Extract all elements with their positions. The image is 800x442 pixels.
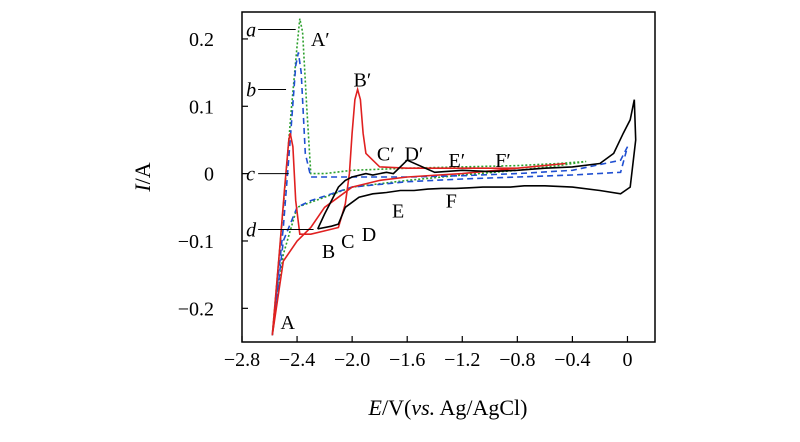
y-tick-label: −0.2 — [178, 298, 214, 320]
x-tick-label: −2.4 — [279, 349, 315, 371]
y-tick-label: −0.1 — [178, 231, 214, 253]
series-line-d — [316, 99, 637, 230]
series-line-c — [271, 86, 566, 336]
peak-label: E — [392, 201, 404, 223]
y-axis-label: I/A — [130, 162, 155, 192]
x-tick-label: −0.4 — [554, 349, 590, 371]
x-axis-label: E/V(vs. Ag/AgCl) — [368, 395, 528, 420]
peak-label: D — [362, 224, 376, 246]
peak-label: F — [446, 191, 457, 213]
curve-label-d: d — [246, 220, 257, 242]
series-line-a — [271, 18, 587, 336]
peak-label: D′ — [404, 143, 423, 165]
x-ticks: −2.8 −2.4 −2.0 −1.6 −1.2 −0.8 −0.4 0 — [224, 336, 632, 371]
y-tick-label: 0.1 — [189, 96, 214, 118]
x-tick-label: −0.8 — [499, 349, 535, 371]
series-layer — [271, 18, 637, 336]
y-tick-label: 0.2 — [189, 29, 214, 51]
peak-label: F′ — [495, 150, 511, 172]
y-tick-label: 0 — [204, 164, 214, 186]
curve-label-b: b — [246, 79, 256, 101]
peak-label: E′ — [449, 150, 466, 172]
x-axis-label-unit: /V( — [382, 395, 411, 420]
y-ticks: −0.2 −0.1 0 0.1 0.2 — [178, 29, 248, 320]
y-axis-label-var: I — [130, 183, 155, 193]
x-axis-label-ref: Ag/AgCl) — [435, 395, 527, 420]
x-tick-label: −2.0 — [334, 349, 370, 371]
y-axis-label-unit: /A — [130, 162, 155, 184]
annotation-layer: A A′ B B′ C C′ D D′ E E′ F F′ — [281, 29, 511, 334]
peak-label: A — [281, 312, 296, 334]
x-axis-label-var: E — [368, 395, 383, 420]
x-tick-label: −1.6 — [389, 349, 425, 371]
curve-label-a: a — [246, 20, 256, 42]
x-tick-label: −1.2 — [444, 349, 480, 371]
peak-label: C — [341, 231, 354, 253]
peak-label: B′ — [354, 69, 372, 91]
x-tick-label: 0 — [622, 349, 632, 371]
x-axis-label-vs: vs. — [411, 395, 435, 420]
peak-label: A′ — [311, 29, 330, 51]
x-tick-label: −2.8 — [224, 349, 260, 371]
peak-label: B — [322, 241, 335, 263]
plot-frame — [241, 11, 656, 343]
peak-label: C′ — [377, 143, 395, 165]
curve-label-c: c — [246, 164, 255, 186]
curve-label-layer: a b c d — [246, 20, 314, 242]
